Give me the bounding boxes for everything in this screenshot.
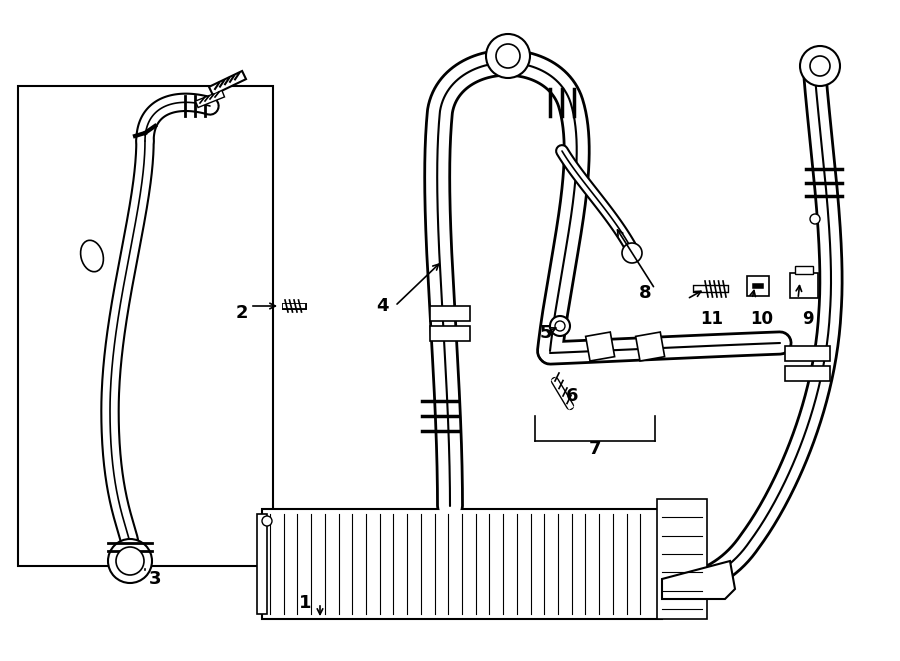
Circle shape bbox=[622, 243, 642, 263]
Circle shape bbox=[810, 56, 830, 76]
FancyBboxPatch shape bbox=[257, 514, 267, 614]
FancyBboxPatch shape bbox=[657, 499, 707, 619]
Polygon shape bbox=[662, 561, 735, 599]
Text: 2: 2 bbox=[236, 304, 248, 322]
Bar bbox=[430, 306, 470, 321]
Circle shape bbox=[810, 214, 820, 224]
Bar bbox=[790, 273, 818, 298]
Circle shape bbox=[116, 547, 144, 575]
Circle shape bbox=[262, 516, 272, 526]
Text: 3: 3 bbox=[148, 570, 161, 588]
Text: 5: 5 bbox=[539, 324, 552, 342]
Text: 1: 1 bbox=[299, 594, 311, 612]
Bar bbox=[795, 266, 813, 274]
FancyBboxPatch shape bbox=[262, 509, 662, 619]
Circle shape bbox=[486, 34, 530, 78]
Bar bbox=[430, 326, 470, 341]
Bar bbox=[586, 332, 615, 361]
Bar bbox=[785, 366, 830, 381]
Bar bbox=[18, 86, 273, 566]
Circle shape bbox=[800, 46, 840, 86]
Text: 4: 4 bbox=[376, 297, 388, 315]
Bar bbox=[635, 332, 664, 361]
Text: 6: 6 bbox=[566, 387, 578, 405]
Bar bbox=[785, 346, 830, 361]
Text: 11: 11 bbox=[700, 310, 724, 328]
Bar bbox=[747, 276, 769, 296]
Text: 9: 9 bbox=[802, 310, 814, 328]
Ellipse shape bbox=[81, 241, 104, 272]
Circle shape bbox=[550, 316, 570, 336]
Circle shape bbox=[555, 321, 565, 331]
Circle shape bbox=[496, 44, 520, 68]
Text: 7: 7 bbox=[589, 440, 601, 458]
Text: 10: 10 bbox=[751, 310, 773, 328]
Circle shape bbox=[108, 539, 152, 583]
Text: 8: 8 bbox=[639, 284, 652, 302]
